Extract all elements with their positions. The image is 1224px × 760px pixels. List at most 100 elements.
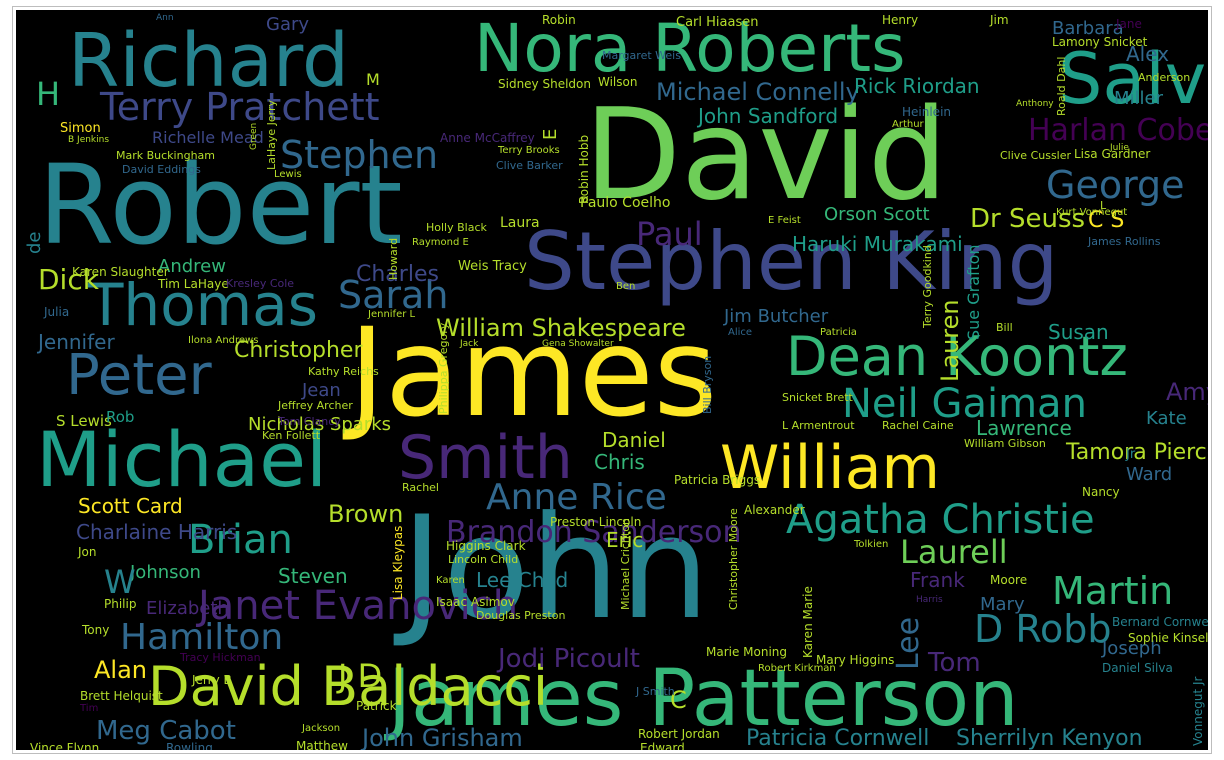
word-kathy-reichs: Terry Goodkind <box>921 245 934 328</box>
word-rowling: Vince Flynn <box>30 741 100 750</box>
word-salvatore: Sue Grafton <box>964 244 983 340</box>
word-lee-child: Steven <box>278 564 348 588</box>
word-brian: Janet Evanovich <box>198 583 519 629</box>
word-rachel-caine: Ken Follett <box>262 429 321 442</box>
word-j-smith: Robert Kirkman <box>758 663 836 674</box>
word-chris: Daniel <box>602 428 666 452</box>
word-terry-goodkind: Philippa Gregory <box>437 322 450 414</box>
word-alice: Bill <box>996 321 1013 334</box>
word-e-feist: Ilona Andrews <box>188 335 259 346</box>
word-brandon-sanderson: John Sandford <box>698 104 839 128</box>
word-ward: Tamora Pierce <box>1066 440 1208 465</box>
word-bill: Kurt Vonnegut <box>1056 207 1128 218</box>
word-m: H <box>36 75 61 113</box>
word-mark-buckingham: Green <box>249 122 259 150</box>
word-stephen-king: Stephen King <box>524 215 1059 308</box>
word-c: M <box>366 70 380 89</box>
word-sophie-kinsella: Bernard Cornwell <box>1112 615 1208 629</box>
word-moore: Karen <box>436 575 465 586</box>
word-matthew: Rowling <box>166 741 213 750</box>
word-robert: Robert <box>38 141 403 269</box>
word-robin-hobb: Clive Barker <box>496 159 563 172</box>
word-raymond-e: E Feist <box>768 215 801 226</box>
word-tom-clancy: Jeffrey Archer <box>278 399 353 412</box>
word-christopher-moore: Bill Bryson <box>701 355 714 414</box>
word-lisa-kleypas: Harris <box>916 595 943 605</box>
word-karen-marie: Mary Higgins <box>816 653 895 667</box>
word-sidney-sheldon: Robin Hobb <box>577 134 591 204</box>
word-michael-crichton: Christopher Moore <box>727 508 740 610</box>
word-david: David <box>584 81 948 228</box>
word-joseph: Frank <box>910 568 965 592</box>
word-tolkien: Jackson <box>302 723 341 734</box>
word-simon: Richelle Mead <box>152 128 264 147</box>
word-dean-koontz: Dean Koontz <box>786 325 1128 388</box>
word-rachel: Alexander <box>744 503 805 517</box>
word-s-lewis: Jean <box>302 380 341 401</box>
word-david-baldacci: Laurell <box>900 533 1008 571</box>
word-jr: Nicholas Sparks <box>248 414 391 435</box>
word-jodi-picoult: Tom <box>928 648 981 678</box>
word-d-robb: Martin <box>1052 569 1174 613</box>
word-gary: Barbara <box>1052 18 1124 39</box>
word-john-grisham: Meg Cabot <box>96 716 236 746</box>
word-frank: Mary <box>980 594 1025 615</box>
word-julie: Lisa Gardner <box>1074 147 1151 161</box>
word-ben: Lisa Kleypas <box>391 525 405 600</box>
word-william-shakespeare: Sherrilyn Kenyon <box>956 726 1143 750</box>
word-richard: Richard <box>68 18 350 104</box>
image-frame: James John David Robert Stephen King Jam… <box>12 6 1212 754</box>
word-preston-lincoln: Lincoln Child <box>448 553 519 566</box>
word-brown: Charlaine Harris <box>76 520 238 544</box>
word-w: Dick <box>38 263 99 296</box>
word-anne-rice: Anne Rice <box>486 477 667 518</box>
word-tony: Philip <box>104 597 137 611</box>
word-mary-higgins: Marie Moning <box>706 645 788 659</box>
word-clive-barker: Terry Brooks <box>498 145 560 156</box>
word-jeffrey-archer: Kathy Reichs <box>308 365 379 378</box>
word-douglas-preston: Isaac Asimov <box>436 595 515 609</box>
word-kresley-cole: Tim LaHaye <box>158 277 229 291</box>
word-lisa-gardner: Clive Cussler <box>1000 149 1072 162</box>
word-jennifer-l: Patricia <box>820 327 857 338</box>
word-kurt-vonnegut: James Rollins <box>1088 235 1161 248</box>
word-karen-slaughter: Kresley Cole <box>226 277 295 290</box>
word-john-sandford: Rick Riordan <box>854 74 980 98</box>
word-green: Lewis <box>274 169 302 180</box>
word-jackson: Tim <box>80 703 99 714</box>
word-robert-jordan: Edward <box>640 741 685 750</box>
word-rick-riordan: Michael Connelly <box>656 78 860 106</box>
word-higgins-clark: Jon <box>78 545 97 559</box>
word-charlaine-harris: Scott Card <box>78 494 183 518</box>
word-anne-mccaffrey: B Jenkins <box>68 135 110 145</box>
word-miller: Alex <box>1126 42 1170 66</box>
word-tracy-hickman: Ann <box>156 13 174 23</box>
word-howard: Holly Black <box>426 221 487 234</box>
word-tim: J Smith <box>636 685 675 698</box>
word-amy: Kate <box>1146 408 1187 429</box>
word-scott-card: Jennifer <box>38 330 115 354</box>
word-alan: Elizabeth <box>146 598 229 619</box>
word-anderson: Roald Dahl <box>1055 56 1068 116</box>
word-george: D Robb <box>974 607 1112 651</box>
word-patrick: Matthew <box>296 739 348 750</box>
word-sherrilyn-kenyon: Patricia Cornwell <box>746 726 930 750</box>
word-paulo-coelho: Laura <box>500 215 540 231</box>
word-susan: Joseph <box>1102 638 1162 659</box>
word-e: Salvatore <box>1058 38 1208 120</box>
word-eric: Brown <box>328 500 404 528</box>
word-karen: Tolkien <box>854 539 889 550</box>
word-jack: Jennifer L <box>368 309 416 320</box>
word-philip: Jerry B <box>192 673 232 687</box>
word-ann: Margaret Weis <box>602 49 681 62</box>
word-brett-helquist: Robert Jordan <box>638 727 720 741</box>
word-terry-pratchett: Terry Pratchett <box>100 85 380 129</box>
word-nancy: Jr <box>1126 447 1136 462</box>
word-michael-connelly: William Shakespeare <box>436 314 686 342</box>
word-sarah: George <box>1046 163 1185 207</box>
word-johnson: Lee Child <box>476 568 569 592</box>
word-ken-follett: Tom Clancy <box>278 415 341 428</box>
word-dr-seuss: Orson Scott <box>824 204 930 225</box>
word-harlan-coben: Jodi Picoult <box>498 644 640 674</box>
word-meg-cabot: Harlan Coben <box>1028 113 1208 148</box>
